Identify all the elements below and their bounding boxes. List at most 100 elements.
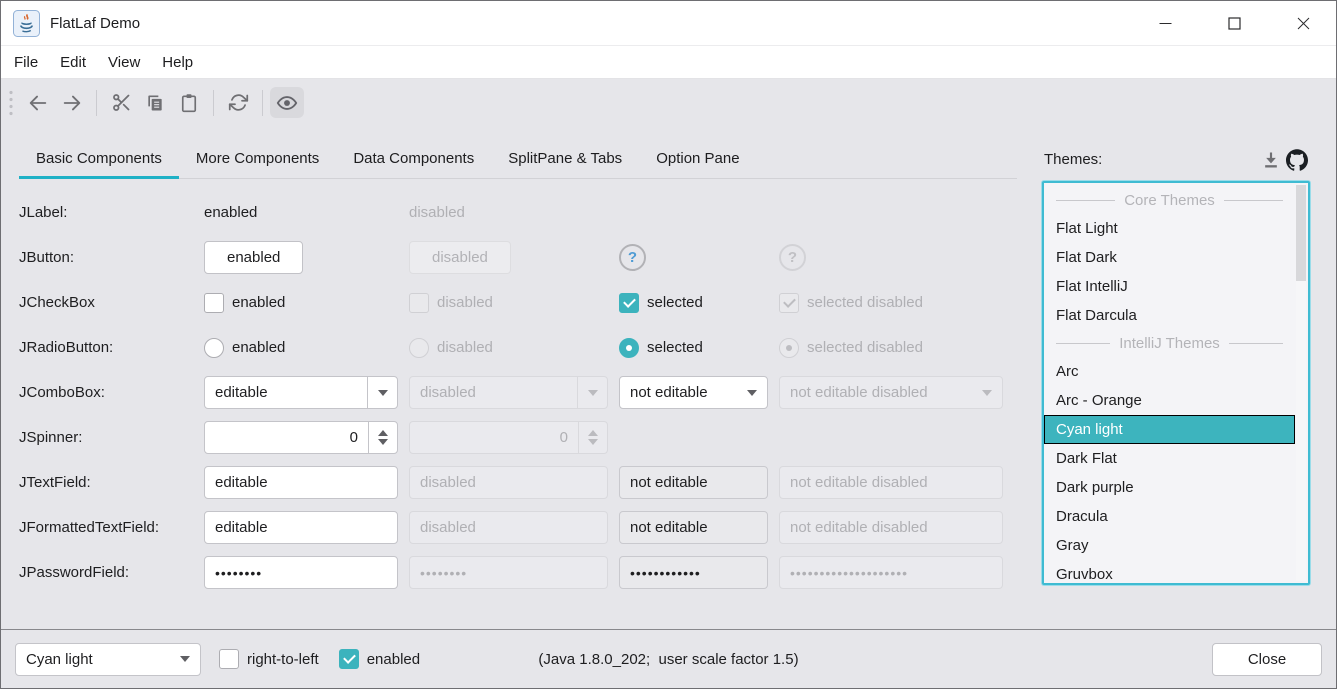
spinner-down-icon[interactable] [378,439,388,445]
maximize-button[interactable] [1211,1,1257,45]
row-jbutton: JButton: enabled disabled ? ? [19,235,1017,280]
theme-item-flat-darcula[interactable]: Flat Darcula [1056,307,1137,324]
theme-item-arc-orange[interactable]: Arc - Orange [1056,392,1142,409]
menu-edit[interactable]: Edit [60,53,87,71]
statusbar: Cyan light right-to-left enabled (Java 1… [1,629,1336,688]
menu-file[interactable]: File [14,53,39,71]
theme-item-gray[interactable]: Gray [1056,537,1089,554]
combobox-not-editable[interactable]: not editable [619,376,768,409]
minimize-icon [1159,22,1171,24]
close-window-button[interactable] [1280,1,1326,45]
spinner-up-icon [588,430,598,436]
tab-more-components[interactable]: More Components [195,149,320,167]
theme-item-gruvbox[interactable]: Gruvbox [1056,566,1113,583]
passwordfield-disabled: •••••••• [409,556,608,589]
titlebar[interactable]: FlatLaf Demo [1,1,1336,46]
spinner-down-icon [588,439,598,445]
combobox-not-editable-disabled: not editable disabled [779,376,1003,409]
combobox-editable[interactable]: editable [204,376,398,409]
scrollbar-thumb[interactable] [1296,185,1306,281]
textfield-disabled: disabled [409,466,608,499]
textfield-not-editable: not editable [619,466,768,499]
refresh-button[interactable] [221,87,255,118]
row-label: JCheckBox [19,294,95,311]
theme-item-arc[interactable]: Arc [1056,363,1079,380]
tab-splitpane-tabs[interactable]: SplitPane & Tabs [508,149,623,167]
radio-circle[interactable] [619,337,639,358]
combobox-arrow-button [577,377,607,408]
checkbox-box[interactable] [219,649,239,669]
radio-disabled: disabled [409,337,619,358]
formatted-textfield-not-editable-disabled: not editable disabled [779,511,1003,544]
formatted-textfield-editable[interactable]: editable [204,511,398,544]
chevron-down-icon [982,389,992,396]
enabled-checkbox[interactable]: enabled [338,649,420,669]
row-jtextfield: JTextField: editable disabled not editab… [19,460,1017,505]
close-icon [1297,17,1309,29]
checkbox-box [779,292,799,313]
tab-option-pane[interactable]: Option Pane [656,149,740,167]
tab-strip: Basic Components More Components Data Co… [19,140,1017,179]
combobox-arrow-button[interactable] [737,377,767,408]
formatted-textfield-not-editable: not editable [619,511,768,544]
checkbox-box[interactable] [204,292,224,313]
toolbar-separator [96,89,97,116]
passwordfield-not-editable: •••••••••••• [619,556,768,589]
spinner-up-icon[interactable] [378,430,388,436]
radio-circle [409,337,429,358]
cut-button[interactable] [104,87,138,118]
menu-help[interactable]: Help [162,53,194,71]
theme-group-separator: Core Themes [1044,187,1295,214]
themes-panel: Themes: Core Themes Flat Light Flat Dark… [1042,140,1310,629]
scrollbar-track[interactable] [1296,185,1306,581]
menubar: File Edit View Help [1,46,1336,79]
theme-item-flat-dark[interactable]: Flat Dark [1056,249,1117,266]
checkbox-box[interactable] [619,292,639,313]
theme-item-dracula[interactable]: Dracula [1056,508,1108,525]
spinner-enabled[interactable]: 0 [204,421,398,454]
combobox-arrow-button[interactable] [367,377,397,408]
theme-item-dark-purple[interactable]: Dark purple [1056,479,1134,496]
github-button[interactable] [1284,147,1310,173]
textfield-editable[interactable]: editable [204,466,398,499]
arrow-left-icon [29,95,47,110]
help-button-enabled[interactable]: ? [619,244,646,271]
toolbar-grip-handle[interactable] [9,89,13,116]
checkbox-box[interactable] [338,649,359,669]
show-toggle-button[interactable] [270,87,304,118]
passwordfield-editable[interactable]: •••••••• [204,556,398,589]
radio-selected[interactable]: selected [619,337,779,358]
java-version-status: (Java 1.8.0_202; user scale factor 1.5) [538,650,799,668]
checkbox-enabled[interactable]: enabled [204,292,409,313]
row-jcheckbox: JCheckBox enabled disabled selected sele… [19,280,1017,325]
tab-data-components[interactable]: Data Components [353,149,475,167]
menu-view[interactable]: View [108,53,141,71]
themes-list[interactable]: Core Themes Flat Light Flat Dark Flat In… [1042,181,1310,585]
jbutton-enabled[interactable]: enabled [204,241,304,274]
theme-item-flat-intellij[interactable]: Flat IntelliJ [1056,278,1128,295]
combobox-arrow-button[interactable] [170,644,200,675]
minimize-button[interactable] [1142,1,1188,45]
right-to-left-checkbox[interactable]: right-to-left [219,649,319,669]
forward-button[interactable] [55,87,89,118]
paste-button[interactable] [172,87,206,118]
close-button[interactable]: Close [1212,642,1322,676]
copy-button[interactable] [138,87,172,118]
theme-item-dark-flat[interactable]: Dark Flat [1056,450,1117,467]
radio-enabled[interactable]: enabled [204,337,409,358]
checkbox-selected[interactable]: selected [619,292,779,313]
radio-circle[interactable] [204,337,224,358]
tab-basic-components[interactable]: Basic Components [19,140,179,179]
theme-selector-combobox[interactable]: Cyan light [15,642,201,676]
download-themes-button[interactable] [1258,147,1284,173]
row-label: JTextField: [19,474,91,491]
toolbar-separator [262,89,263,116]
spinner-buttons[interactable] [368,422,397,453]
row-label: JSpinner: [19,429,83,446]
row-jspinner: JSpinner: 0 0 [19,415,1017,460]
formatted-textfield-disabled: disabled [409,511,608,544]
java-app-icon [13,9,40,37]
back-button[interactable] [21,87,55,118]
theme-item-cyan-light-selected[interactable]: Cyan light [1044,415,1295,444]
theme-item-flat-light[interactable]: Flat Light [1056,220,1118,237]
